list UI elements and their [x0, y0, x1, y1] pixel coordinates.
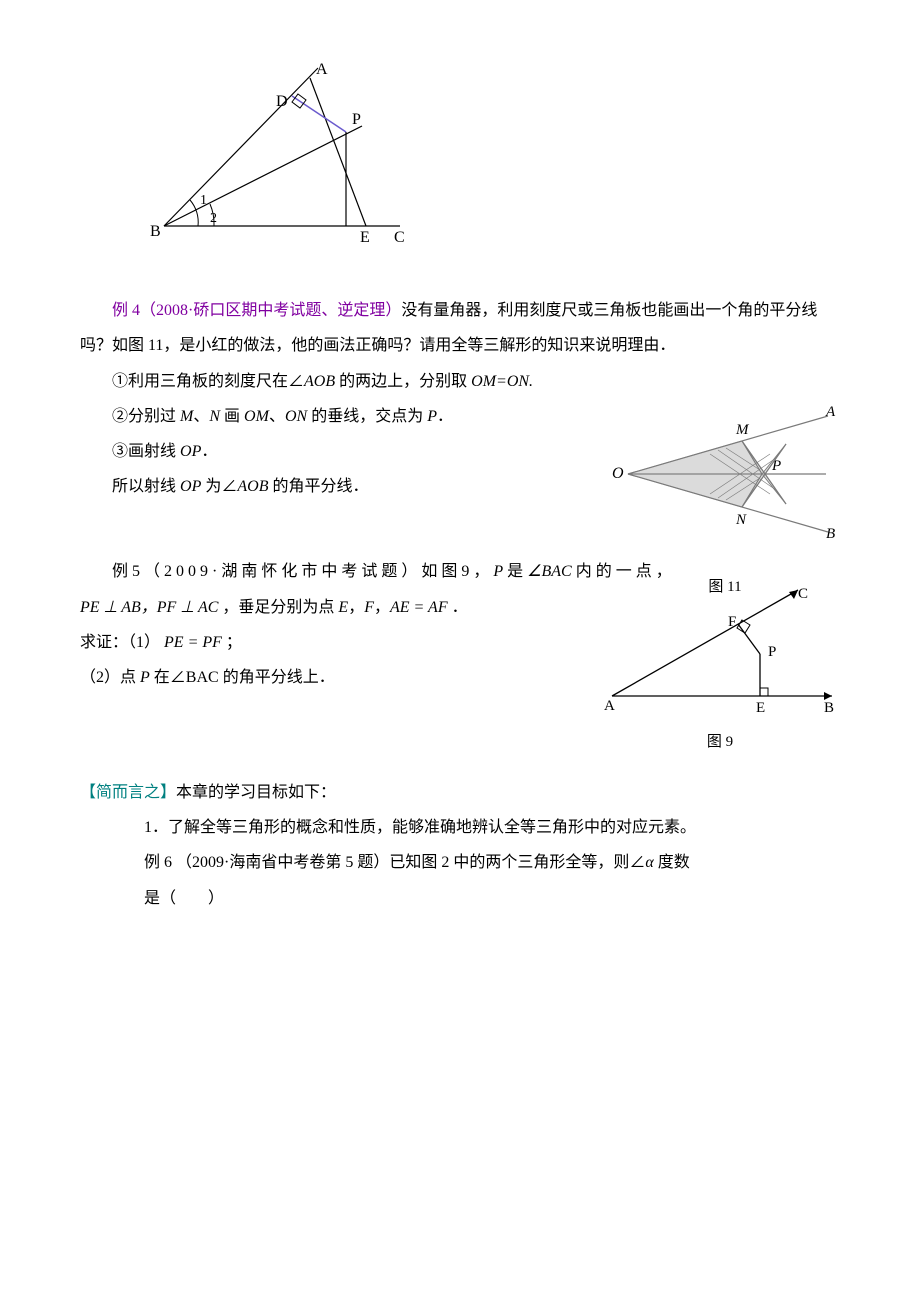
text: 的角平分线． — [268, 478, 368, 495]
text: 例 5 （ 2 0 0 9 · 湖 南 怀 化 市 中 考 试 题 ） 如 图 … — [112, 563, 493, 580]
label-D: D — [276, 93, 288, 110]
text: ③画射线 — [112, 443, 180, 460]
ex4-step1: ①利用三角板的刻度尺在∠AOB 的两边上，分别取 OM=ON. — [80, 364, 840, 399]
text: OP — [180, 478, 201, 495]
summary-block: 【简而言之】本章的学习目标如下： 1．了解全等三角形的概念和性质，能够准确地辨认… — [80, 775, 840, 916]
label-O: O — [612, 465, 624, 482]
text: P — [427, 408, 437, 425]
label-B: B — [150, 223, 161, 240]
text-alpha: α — [645, 854, 653, 871]
figure-ex3-svg: B 1 2 A D P E C — [140, 60, 440, 260]
label-N: N — [735, 512, 747, 528]
text: 在∠BAC 的角平分线上． — [150, 669, 335, 686]
label-E: E — [756, 700, 765, 714]
label-A: A — [316, 61, 328, 78]
text: OM — [244, 408, 269, 425]
text: ； — [222, 634, 242, 651]
text: P — [140, 669, 150, 686]
text: F — [364, 599, 374, 616]
label-A: A — [825, 404, 836, 420]
text: E — [338, 599, 348, 616]
summary-bracket: 【简而言之】 — [80, 784, 176, 801]
text: N — [209, 408, 220, 425]
text: 画 — [220, 408, 244, 425]
text: PE = PF — [164, 634, 222, 651]
text: ON — [285, 408, 307, 425]
label-B2: B — [824, 700, 834, 714]
summary-ex6-line1: 例 6 （2009·海南省中考卷第 5 题）已知图 2 中的两个三角形全等，则∠… — [144, 845, 840, 880]
label-P: P — [768, 644, 776, 660]
figure-11-svg: O M N P A B — [610, 404, 840, 554]
text: ， — [374, 599, 390, 616]
label-C: C — [798, 586, 808, 602]
ex4-steps-block: ①利用三角板的刻度尺在∠AOB 的两边上，分别取 OM=ON. ②分别过 M、N… — [80, 364, 840, 505]
text: ． — [448, 599, 468, 616]
figure-9-svg: F P A E B C — [600, 584, 840, 714]
label-1: 1 — [200, 193, 207, 208]
text: ②分别过 — [112, 408, 180, 425]
text: ， — [348, 599, 364, 616]
label-B: B — [826, 526, 835, 542]
text: 内 的 一 点 ， — [572, 563, 672, 580]
text: AOB — [237, 478, 268, 495]
text-OMeqON: OM=ON. — [471, 373, 533, 390]
label-2: 2 — [210, 211, 217, 226]
text: 是 — [503, 563, 527, 580]
text: 的垂线，交点为 — [307, 408, 427, 425]
text: 度数 — [654, 854, 690, 871]
ex4-paragraph: 例 4（2008·硚口区期中考试题、逆定理）没有量角器，利用刻度尺或三角板也能画… — [80, 293, 840, 363]
figure-ex3: B 1 2 A D P E C — [140, 60, 840, 273]
text: AE = AF — [390, 599, 448, 616]
text: （2）点 — [80, 669, 140, 686]
text: 求证：（1） — [80, 634, 164, 651]
summary-ex6-line2: 是（ ） — [144, 881, 840, 916]
text: 所以射线 — [112, 478, 180, 495]
figure-9-caption: 图 9 — [600, 726, 840, 759]
text: OP — [180, 443, 201, 460]
label-E: E — [360, 229, 370, 246]
text: 例 6 （2009·海南省中考卷第 5 题）已知图 2 中的两个三角形全等，则∠ — [144, 854, 645, 871]
text: M — [180, 408, 193, 425]
text-AOB: AOB — [304, 373, 335, 390]
label-A: A — [604, 698, 615, 714]
summary-item1: 1．了解全等三角形的概念和性质，能够准确地辨认全等三角形中的对应元素。 — [144, 810, 840, 845]
ex5-block: 例 5 （ 2 0 0 9 · 湖 南 怀 化 市 中 考 试 题 ） 如 图 … — [80, 554, 840, 695]
summary-title: 本章的学习目标如下： — [176, 784, 336, 801]
text: 为∠ — [201, 478, 237, 495]
text: ①利用三角板的刻度尺在∠ — [112, 373, 304, 390]
figure-9: F P A E B C 图 9 — [600, 584, 840, 758]
text: ，垂足分别为点 — [218, 599, 338, 616]
text: 的两边上，分别取 — [335, 373, 471, 390]
text: ∠BAC — [527, 563, 572, 580]
ex4-lead: 例 4（2008·硚口区期中考试题、逆定理） — [112, 302, 401, 319]
summary-title-line: 【简而言之】本章的学习目标如下： — [80, 775, 840, 810]
label-P: P — [352, 111, 361, 128]
text: PE ⊥ AB，PF ⊥ AC — [80, 599, 218, 616]
label-C: C — [394, 229, 405, 246]
text: P — [493, 563, 503, 580]
label-F: F — [728, 614, 736, 630]
label-M: M — [735, 422, 750, 438]
